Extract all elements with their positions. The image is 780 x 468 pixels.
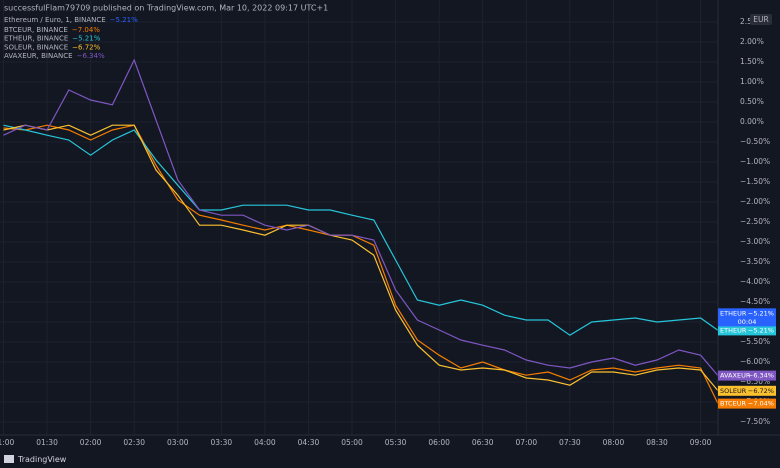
y-tick-label: −7.50% <box>740 417 770 426</box>
y-tick-label: 1.50% <box>740 57 764 66</box>
lines <box>3 58 719 404</box>
price-tag-value: −7.04% <box>748 400 774 408</box>
y-tick-label: 0.50% <box>740 97 764 106</box>
price-tag <box>718 370 776 381</box>
x-tick-label: 01:00 <box>0 438 15 447</box>
price-tag-name: ETHEUR <box>720 309 747 317</box>
y-tick-label: −6.50% <box>740 377 770 386</box>
y-tick-label: −2.00% <box>740 197 770 206</box>
x-tick-label: 04:00 <box>254 438 276 447</box>
legend-entry: SOLEUR, BINANCE <box>4 43 68 51</box>
x-tick-label: 02:00 <box>80 438 102 447</box>
y-tick-label: −1.50% <box>740 177 770 186</box>
legend-change: −7.04% <box>72 26 100 34</box>
x-tick-label: 03:30 <box>211 438 233 447</box>
price-tag-name: SOLEUR <box>720 387 747 395</box>
x-tick-label: 04:30 <box>298 438 320 447</box>
x-tick-label: 05:00 <box>341 438 363 447</box>
legend-main-change: −5.21% <box>110 16 138 24</box>
countdown: 00:04 <box>738 318 757 326</box>
x-tick-label: 09:00 <box>690 438 712 447</box>
x-tick-label: 06:00 <box>428 438 450 447</box>
series-line <box>3 124 719 392</box>
x-tick-label: 08:00 <box>603 438 625 447</box>
x-tick-label: 02:30 <box>123 438 145 447</box>
legend-main: Ethereum / Euro, 1, BINANCE <box>4 16 106 24</box>
price-tags: BTCEUR −7.04%ETHEUR −5.21%SOLEUR −6.72%AVAX… <box>718 308 776 409</box>
series-line <box>3 58 719 376</box>
y-tick-label: 2.00% <box>740 37 764 46</box>
legend-change: −5.21% <box>72 35 100 43</box>
header: successfulFlam79709 published on Trading… <box>4 4 328 13</box>
logo-icon <box>4 455 14 463</box>
x-tick-label: 01:30 <box>36 438 58 447</box>
price-tag <box>718 308 776 319</box>
legend-entry: BTCEUR, BINANCE <box>4 26 68 34</box>
y-tick-label: −3.50% <box>740 257 770 266</box>
x-tick-label: 03:00 <box>167 438 189 447</box>
price-tag-name: BTCEUR <box>720 400 746 408</box>
y-tick-label: 1.00% <box>740 77 764 86</box>
price-tag <box>718 325 776 336</box>
price-tag <box>718 385 776 396</box>
series-line <box>3 124 719 336</box>
y-tick-label: −3.00% <box>740 237 770 246</box>
y-tick-label: −2.50% <box>740 217 770 226</box>
y-tick-label: −6.00% <box>740 357 770 366</box>
price-tag-name: ETHEUR <box>720 326 747 334</box>
x-tick-label: 07:30 <box>559 438 581 447</box>
legend: Ethereum / Euro, 1, BINANCE −5.21% BTCEUR,… <box>4 16 138 60</box>
x-tick-label: 08:30 <box>646 438 668 447</box>
price-tag-value: −5.21% <box>748 326 774 334</box>
y-tick-label: −4.00% <box>740 277 770 286</box>
y-tick-label: −1.00% <box>740 157 770 166</box>
legend-entry: ETHEUR, BINANCE <box>4 35 68 43</box>
series-line <box>3 124 719 404</box>
x-tick-label: 05:30 <box>385 438 407 447</box>
y-tick-label: 0.00% <box>740 117 764 126</box>
legend-change: −6.72% <box>72 43 100 51</box>
y-tick-label: −5.50% <box>740 337 770 346</box>
price-tag-value: −6.72% <box>748 387 774 395</box>
grid <box>0 0 718 435</box>
price-tag-name: AVAXEUR <box>720 372 751 380</box>
legend-change: −6.34% <box>77 52 105 60</box>
price-tag-value: −5.21% <box>748 309 774 317</box>
y-tick-label: −0.50% <box>740 137 770 146</box>
x-tick-label: 07:00 <box>515 438 537 447</box>
unit-badge <box>750 14 772 25</box>
price-tag-value: −6.34% <box>748 372 774 380</box>
footer: TradingView <box>17 455 67 464</box>
price-tag <box>718 398 776 409</box>
x-tick-label: 06:30 <box>472 438 494 447</box>
y-unit: EUR <box>753 15 768 24</box>
y-tick-label: −4.50% <box>740 297 770 306</box>
legend-entry: AVAXEUR, BINANCE <box>4 52 73 60</box>
